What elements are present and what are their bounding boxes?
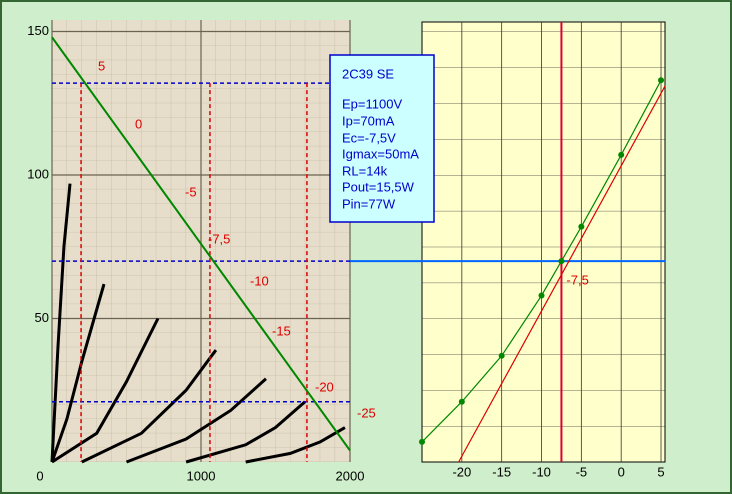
y-tick-label: 50 bbox=[35, 310, 49, 325]
curve-label: -25 bbox=[357, 405, 376, 420]
marker bbox=[558, 258, 565, 265]
curve bbox=[50, 283, 106, 463]
x-tick-label: -5 bbox=[576, 464, 588, 479]
right-frame bbox=[421, 21, 666, 463]
marker bbox=[538, 292, 545, 299]
info-line: Ip=70mA bbox=[342, 113, 395, 128]
x-tick-label: 2000 bbox=[336, 468, 365, 483]
x-tick-label: -20 bbox=[452, 464, 471, 479]
curve-label: -5 bbox=[185, 184, 197, 199]
marker bbox=[618, 151, 625, 158]
curve bbox=[51, 317, 160, 464]
right-grid bbox=[422, 22, 665, 462]
curve bbox=[50, 183, 72, 463]
info-title: 2C39 SE bbox=[342, 66, 394, 81]
x-tick-label: 5 bbox=[657, 464, 664, 479]
info-line: Igmax=50mA bbox=[342, 146, 419, 161]
vline-label: -7,5 bbox=[566, 273, 588, 288]
info-line: Ec=-7,5V bbox=[342, 130, 396, 145]
curve bbox=[185, 400, 306, 464]
marker bbox=[419, 438, 425, 445]
marker bbox=[498, 352, 505, 359]
marker bbox=[578, 223, 585, 230]
marker bbox=[458, 398, 465, 405]
marks: 0 1000 20005010015050-5-10-15-20-25-7,5-20… bbox=[27, 20, 666, 483]
curve-label: 0 bbox=[135, 116, 142, 131]
curve-label: -20 bbox=[315, 379, 334, 394]
curve bbox=[458, 85, 666, 463]
curve bbox=[421, 80, 662, 443]
y-tick-label: 150 bbox=[27, 23, 49, 38]
curve bbox=[81, 349, 218, 464]
curve bbox=[125, 377, 267, 464]
curve-label: -15 bbox=[272, 323, 291, 338]
info-line: Ep=1100V bbox=[342, 96, 402, 111]
curve bbox=[245, 426, 346, 464]
info-line: Pin=77W bbox=[342, 196, 396, 211]
x-tick-label: 1000 bbox=[187, 468, 216, 483]
info-line: Pout=15,5W bbox=[342, 179, 415, 194]
operating-point-label: -7,5 bbox=[208, 231, 230, 246]
load-line bbox=[51, 36, 351, 452]
y-tick-label: 100 bbox=[27, 166, 49, 181]
x-tick-label: 0 bbox=[36, 468, 43, 483]
x-tick-label: -15 bbox=[492, 464, 511, 479]
x-tick-label: -10 bbox=[532, 464, 551, 479]
x-tick-label: 0 bbox=[618, 464, 625, 479]
info-line: RL=14k bbox=[342, 163, 388, 178]
marker bbox=[658, 77, 665, 84]
curve-label: 5 bbox=[98, 58, 105, 73]
info-box bbox=[329, 54, 435, 223]
curve-label: -10 bbox=[250, 273, 269, 288]
